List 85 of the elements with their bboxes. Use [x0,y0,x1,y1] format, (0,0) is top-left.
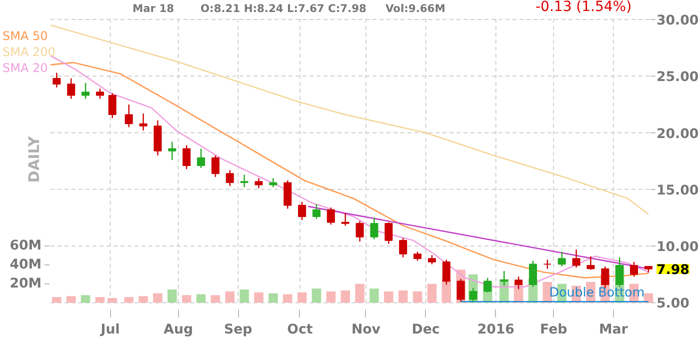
candlestick [124,104,133,128]
text: Mar 18 [132,2,174,16]
bar [168,289,177,303]
y2-tick-label: 40M [10,257,42,272]
y-tick-label: 15.00 [656,183,699,198]
candlestick [356,220,364,242]
candlestick [298,201,306,221]
candlestick [211,154,220,178]
bar [412,291,422,303]
candlestick [197,148,206,169]
series-label: SMA 20 [2,61,48,76]
x-tick-label: 2016 [477,322,514,338]
annotation: Double Bottom [549,284,645,300]
x-tick-label: Oct [287,322,314,338]
candlestick [630,261,638,278]
y-tick-label: 30.00 [656,13,699,28]
bar [138,296,148,303]
candlestick [108,92,116,119]
candlestick [341,212,350,226]
series-label: SMA 50 [2,29,48,44]
y-tick-label: 20.00 [656,126,699,142]
candlestick [312,204,320,220]
bar [282,294,292,303]
bar [312,288,322,303]
bar [80,295,90,303]
bar [52,297,62,303]
candlestick [52,72,61,88]
bar [95,297,105,303]
y-tick-label: 5.00 [656,296,690,312]
candlestick [572,248,580,268]
y2-tick-label: 60M [10,238,42,254]
x-tick-label: Dec [412,322,440,338]
bar [254,292,264,303]
candlestick [226,170,234,187]
candlestick [399,238,408,258]
bar [297,292,307,303]
bar [240,289,249,303]
bar [108,298,117,303]
candlestick [82,82,90,100]
candlestick [543,259,552,270]
candlestick [370,217,378,240]
candlestick [428,254,436,265]
text: DAILY [26,136,43,183]
y2-tick-label: 20M [10,276,42,292]
candlestick [586,256,595,270]
bar [326,291,336,303]
x-tick-label: Mar [598,322,628,338]
bar [182,295,192,303]
y-tick-label: 25.00 [656,70,699,86]
text: Vol:9.66M [386,2,446,16]
candlestick [414,251,422,262]
x-tick-label: Sep [224,322,252,338]
bar [210,295,220,303]
series-label: SMA 200 [2,45,56,60]
text: -0.13 (1.54%) [536,0,632,16]
x-tick-label: Jul [100,322,120,338]
bar [427,284,437,303]
bar [66,296,76,303]
bar [196,294,206,303]
candlestick [254,178,263,189]
y-tick-label: 10.00 [656,240,699,256]
bar [225,291,235,303]
candlestick [67,78,76,100]
x-tick-label: Nov [351,322,381,338]
candlestick [182,144,191,170]
bar [268,293,278,303]
candlestick [558,251,566,268]
candlestick [240,174,248,188]
x-tick-label: Aug [164,322,194,338]
candlestick [168,141,176,161]
text: O:8.21 H:8.24 L:7.67 C:7.98 [200,2,366,16]
bar [398,290,408,303]
bar [153,293,162,303]
bar [384,291,394,303]
candlestick [269,178,278,188]
candlestick [139,112,148,132]
candlestick [326,206,335,226]
candlestick [384,222,393,244]
x-tick-label: Feb [540,322,568,338]
bar [355,284,364,303]
candlestick [284,180,292,210]
candlestick [96,88,104,100]
bar [124,297,134,303]
bar [370,288,379,303]
bar [340,290,350,303]
